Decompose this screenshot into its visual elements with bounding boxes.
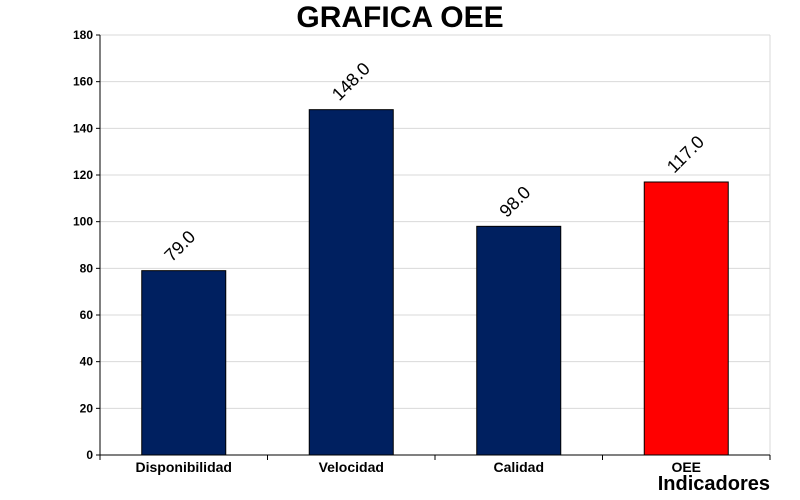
data-label: 79.0	[160, 227, 199, 266]
x-tick-label: Calidad	[493, 459, 544, 475]
y-tick-label: 80	[80, 261, 94, 275]
x-tick-label: Velocidad	[319, 459, 384, 475]
y-tick-label: 40	[80, 355, 94, 369]
bar-calidad	[476, 225, 562, 456]
y-tick-label: 120	[73, 168, 93, 182]
x-tick-label: Disponibilidad	[136, 459, 232, 475]
chart-title: GRAFICA OEE	[296, 1, 504, 34]
bar-oee	[643, 181, 729, 456]
bar-disponibilidad	[141, 270, 227, 456]
axes	[96, 34, 771, 460]
y-tick-label: 60	[80, 308, 94, 322]
y-tick-label: 20	[80, 401, 94, 415]
y-tick-label: 100	[73, 215, 93, 229]
y-tick-label: 160	[73, 75, 93, 89]
data-label: 98.0	[495, 182, 534, 221]
bar-velocidad	[308, 109, 394, 456]
y-tick-label: 140	[73, 121, 93, 135]
y-tick-label: 0	[86, 448, 93, 462]
bars	[141, 109, 729, 456]
x-axis-title: Indicadores	[657, 473, 770, 495]
y-tick-label: 180	[73, 28, 93, 42]
data-label: 117.0	[663, 132, 708, 177]
x-tick-label: OEE	[671, 459, 701, 475]
